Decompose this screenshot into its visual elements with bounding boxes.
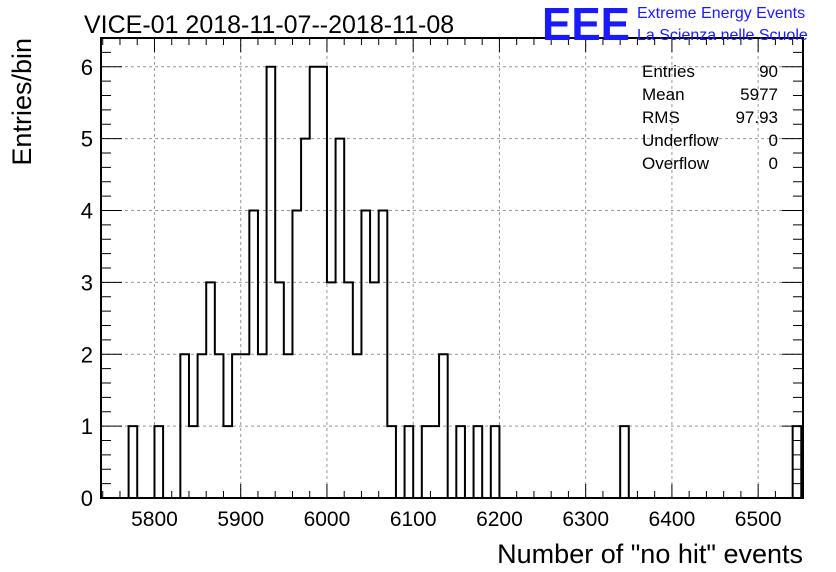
y-tick-label: 6 [81, 55, 93, 80]
stats-value: 0 [769, 154, 778, 173]
x-tick-label: 5900 [217, 508, 264, 531]
stats-value: 97.93 [735, 108, 778, 127]
stats-value: 5977 [740, 85, 778, 104]
x-tick-label: 6200 [476, 508, 523, 531]
stats-box: Entries 90 Mean 5977 RMS 97.93 Underflow 0 Overf… [642, 62, 778, 173]
y-tick-label: 1 [81, 414, 93, 439]
eee-logo-icon: EEE [542, 0, 630, 50]
x-tick-label: 6500 [735, 508, 782, 531]
histogram-outline [127, 65, 803, 498]
x-tick-label: 6300 [562, 508, 609, 531]
y-tick-label: 3 [81, 270, 93, 295]
stats-label: RMS [642, 108, 680, 127]
tick-labels: 5800 5900 6000 6100 6200 6300 6400 6500 0 1 2 3 4 5 6 [81, 55, 782, 531]
x-axis-label: Number of "no hit" events [497, 539, 803, 569]
logo-line1: Extreme Energy Events [637, 5, 805, 22]
y-tick-label: 5 [81, 127, 93, 152]
axis-ticks [101, 37, 803, 499]
stats-value: 0 [769, 131, 778, 150]
y-tick-label: 4 [81, 199, 93, 224]
grid-lines [101, 38, 803, 499]
x-tick-label: 6100 [390, 508, 437, 531]
stats-label: Entries [642, 62, 695, 81]
stats-label: Underflow [642, 131, 719, 150]
y-tick-label: 0 [81, 486, 93, 511]
y-axis-label: Entries/bin [7, 38, 37, 166]
stats-label: Mean [642, 85, 685, 104]
x-tick-label: 6000 [304, 508, 351, 531]
stats-value: 90 [759, 62, 778, 81]
plot-frame [100, 37, 804, 499]
stats-label: Overflow [642, 154, 710, 173]
y-tick-label: 2 [81, 342, 93, 367]
chart-title: VICE-01 2018-11-07--2018-11-08 [84, 11, 454, 39]
logo-line2: La Scienza nelle Scuole [637, 27, 808, 44]
x-tick-label: 5800 [131, 508, 178, 531]
x-tick-label: 6400 [649, 508, 696, 531]
